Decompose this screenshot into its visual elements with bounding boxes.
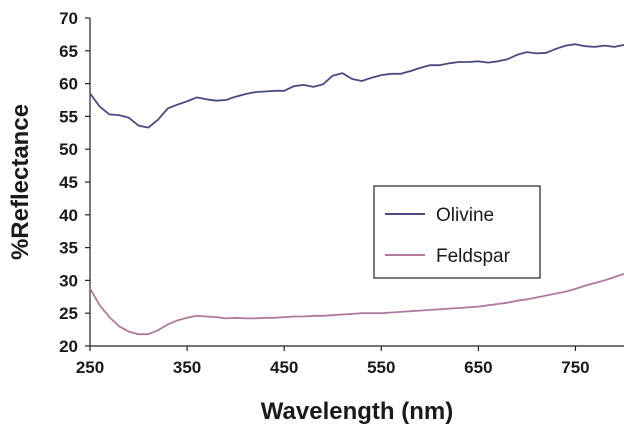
x-tick-label: 650 xyxy=(464,358,492,377)
series-line-feldspar xyxy=(89,272,624,336)
y-tick-label: 30 xyxy=(59,271,78,290)
x-tick-label: 450 xyxy=(270,358,298,377)
series-layer xyxy=(89,43,624,336)
y-tick-label: 50 xyxy=(59,140,78,159)
x-axis-title: Wavelength (nm) xyxy=(261,398,453,425)
series-line-olivine xyxy=(89,43,624,129)
y-tick-label: 25 xyxy=(59,304,78,323)
axes xyxy=(85,17,624,351)
tick-labels: 20 25 30 35 40 45 50 55 60 65 70 250 350 450 550 650 750 xyxy=(59,9,590,377)
legend: Olivine Feldspar xyxy=(373,185,541,279)
x-tick-label: 550 xyxy=(367,358,395,377)
y-tick-label: 35 xyxy=(59,239,78,258)
y-tick-label: 20 xyxy=(59,337,78,356)
y-axis-title: %Reflectance xyxy=(7,104,34,260)
x-tick-label: 750 xyxy=(561,358,589,377)
y-tick-label: 55 xyxy=(59,107,78,126)
legend-label-feldspar: Feldspar xyxy=(436,246,511,267)
legend-box xyxy=(373,185,541,279)
x-tick-label: 350 xyxy=(173,358,201,377)
legend-label-olivine: Olivine xyxy=(436,205,494,226)
y-tick-label: 40 xyxy=(59,206,78,225)
y-tick-label: 45 xyxy=(59,173,78,192)
x-tick-label: 250 xyxy=(76,358,104,377)
y-tick-label: 65 xyxy=(59,42,78,61)
y-tick-label: 60 xyxy=(59,75,78,94)
y-tick-label: 70 xyxy=(59,9,78,28)
